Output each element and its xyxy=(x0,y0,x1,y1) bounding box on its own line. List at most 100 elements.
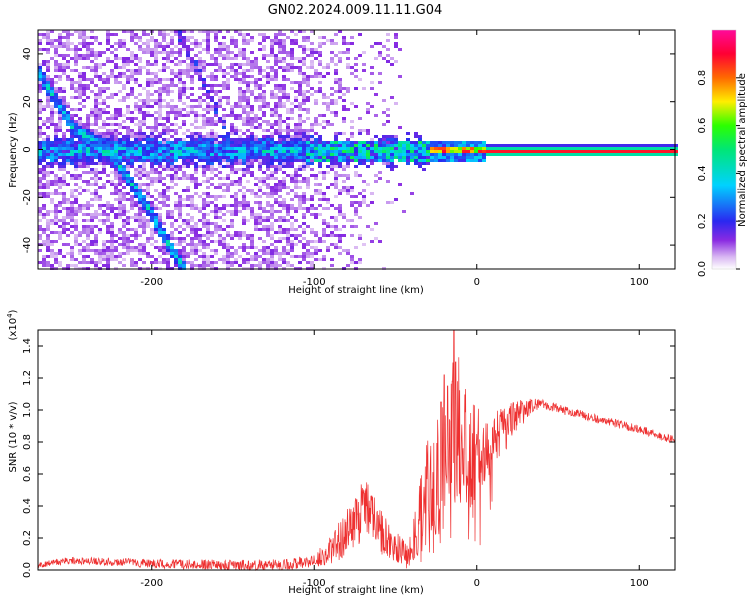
heatmap-cell xyxy=(458,147,462,150)
heatmap-cell xyxy=(302,60,306,63)
heatmap-cell xyxy=(218,216,222,219)
heatmap-cell xyxy=(130,249,134,252)
heatmap-cell xyxy=(206,39,210,42)
heatmap-cell xyxy=(290,240,294,243)
heatmap-cell xyxy=(78,126,82,129)
heatmap-cell xyxy=(78,129,82,132)
heatmap-cell xyxy=(218,183,222,186)
heatmap-cell xyxy=(242,243,246,246)
heatmap-cell xyxy=(198,78,202,81)
heatmap-cell xyxy=(118,72,122,75)
heatmap-cell xyxy=(342,189,346,192)
heatmap-cell xyxy=(230,66,234,69)
heatmap-cell xyxy=(270,54,274,57)
heatmap-cell xyxy=(214,93,218,96)
heatmap-cell xyxy=(234,132,238,135)
heatmap-cell xyxy=(318,150,322,153)
heatmap-cell xyxy=(386,153,390,156)
heatmap-cell xyxy=(186,222,190,225)
heatmap-cell xyxy=(62,183,66,186)
heatmap-cell xyxy=(206,159,210,162)
heatmap-cell xyxy=(170,69,174,72)
heatmap-cell xyxy=(206,102,210,105)
heatmap-cell xyxy=(314,189,318,192)
heatmap-cell xyxy=(202,126,206,129)
heatmap-cell xyxy=(418,159,422,162)
heatmap-cell xyxy=(118,159,122,162)
heatmap-cell xyxy=(302,213,306,216)
heatmap-cell xyxy=(78,42,82,45)
heatmap-cell xyxy=(50,159,54,162)
heatmap-cell xyxy=(258,168,262,171)
heatmap-cell xyxy=(74,153,78,156)
heatmap-cell xyxy=(350,72,354,75)
heatmap-cell xyxy=(46,264,50,267)
heatmap-cell xyxy=(62,111,66,114)
heatmap-cell xyxy=(74,60,78,63)
heatmap-cell xyxy=(178,63,182,66)
heatmap-cell xyxy=(310,246,314,249)
heatmap-cell xyxy=(74,69,78,72)
heatmap-cell xyxy=(210,96,214,99)
heatmap-cell xyxy=(186,162,190,165)
heatmap-cell xyxy=(206,222,210,225)
heatmap-cell xyxy=(258,249,262,252)
heatmap-cell xyxy=(110,180,114,183)
heatmap-cell xyxy=(186,75,190,78)
heatmap-cell xyxy=(202,168,206,171)
heatmap-cell xyxy=(114,48,118,51)
heatmap-cell xyxy=(146,252,150,255)
heatmap-cell xyxy=(42,159,46,162)
heatmap-cell xyxy=(222,114,226,117)
heatmap-cell xyxy=(370,192,374,195)
heatmap-cell xyxy=(142,219,146,222)
heatmap-cell xyxy=(198,234,202,237)
heatmap-cell xyxy=(74,156,78,159)
heatmap-cell xyxy=(46,39,50,42)
heatmap-cell xyxy=(50,114,54,117)
heatmap-cell xyxy=(138,150,142,153)
heatmap-cell xyxy=(286,66,290,69)
heatmap-cell xyxy=(222,117,226,120)
heatmap-cell xyxy=(118,42,122,45)
heatmap-cell xyxy=(242,39,246,42)
heatmap-cell xyxy=(114,255,118,258)
heatmap-cell xyxy=(294,192,298,195)
heatmap-cell xyxy=(198,51,202,54)
heatmap-cell xyxy=(562,147,566,150)
heatmap-cell xyxy=(338,81,342,84)
heatmap-cell xyxy=(270,144,274,147)
heatmap-cell xyxy=(42,186,46,189)
heatmap-cell xyxy=(362,180,366,183)
heatmap-cell xyxy=(238,177,242,180)
heatmap-cell xyxy=(310,153,314,156)
heatmap-cell xyxy=(206,30,210,33)
heatmap-cell xyxy=(426,153,430,156)
heatmap-cell xyxy=(198,135,202,138)
heatmap-cell xyxy=(290,225,294,228)
heatmap-cell xyxy=(266,177,270,180)
heatmap-cell xyxy=(206,168,210,171)
heatmap-cell xyxy=(94,168,98,171)
heatmap-cell xyxy=(310,261,314,264)
heatmap-cell xyxy=(246,117,250,120)
heatmap-cell xyxy=(302,57,306,60)
heatmap-cell xyxy=(566,153,570,156)
heatmap-cell xyxy=(118,255,122,258)
heatmap-cell xyxy=(270,222,274,225)
heatmap-cell xyxy=(242,171,246,174)
heatmap-cell xyxy=(258,123,262,126)
heatmap-cell xyxy=(110,129,114,132)
heatmap-cell xyxy=(262,159,266,162)
heatmap-cell xyxy=(186,48,190,51)
heatmap-cell xyxy=(94,120,98,123)
heatmap-cell xyxy=(234,141,238,144)
snr-panel: -200 -100 0 100 0.00.20.40.60.81.01.21.4 He… xyxy=(6,309,676,596)
heatmap-cell xyxy=(142,138,146,141)
heatmap-cell xyxy=(58,204,62,207)
heatmap-cell xyxy=(266,162,270,165)
heatmap-cell xyxy=(38,87,42,90)
heatmap-cell xyxy=(474,144,478,147)
heatmap-cell xyxy=(250,246,254,249)
heatmap-cell xyxy=(438,141,442,144)
